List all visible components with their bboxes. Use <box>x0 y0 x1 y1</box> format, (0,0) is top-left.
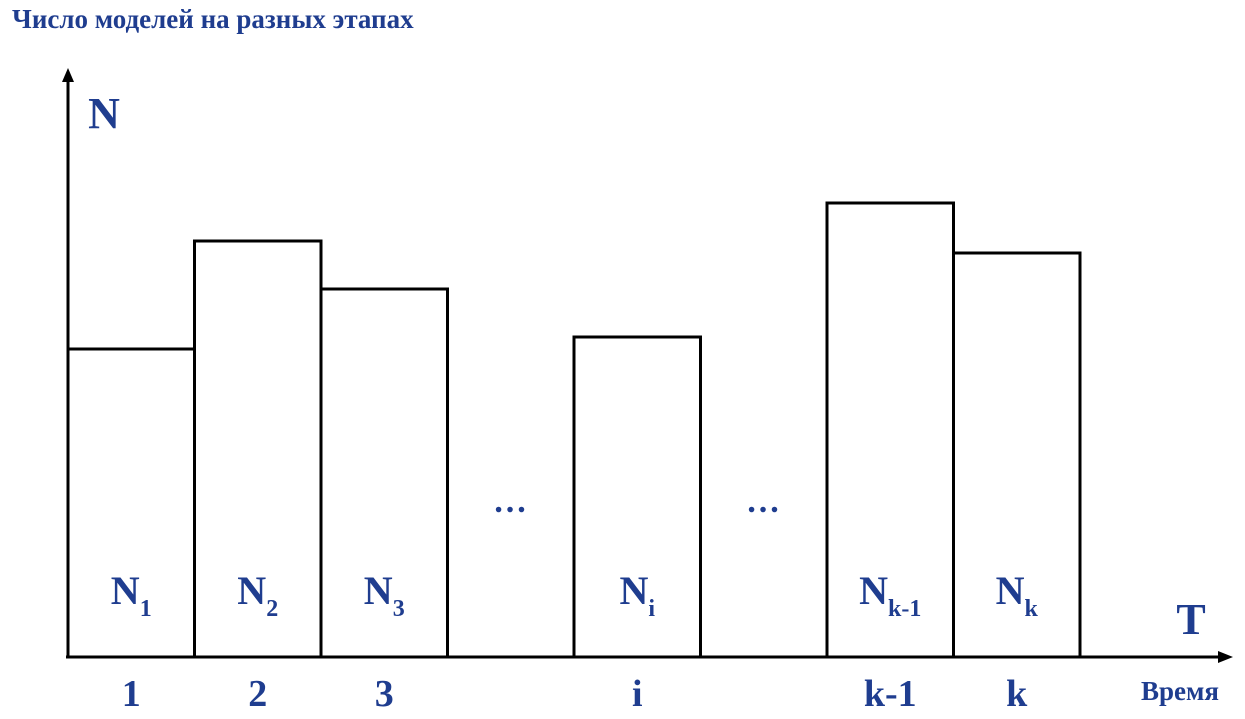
y-axis-arrowhead <box>62 68 74 82</box>
ellipsis-2: … <box>746 483 780 520</box>
bar-label-3: N3 <box>364 568 405 622</box>
bar-1 <box>66 347 196 659</box>
labels-layer: N1 1 N2 2 N3 3 Ni i Nk-1 k-1 Nk k <box>111 568 1039 715</box>
bar-label-2: N2 <box>237 568 278 622</box>
bar-k-1 <box>825 201 955 659</box>
bars-layer <box>66 201 1082 659</box>
diagram-title: Число моделей на разных этапах <box>12 4 414 34</box>
x-axis-label: T <box>1176 595 1205 644</box>
tick-label-2: 2 <box>248 673 267 715</box>
ellipsis-1: … <box>493 483 527 520</box>
tick-label-i: i <box>632 673 643 715</box>
x-axis-arrowhead <box>1218 651 1233 663</box>
bar-label-k-1: Nk-1 <box>859 568 921 622</box>
y-axis-label: N <box>88 89 120 138</box>
x-axis-caption: Время <box>1141 676 1219 706</box>
tick-label-k-1: k-1 <box>864 673 917 715</box>
tick-label-1: 1 <box>122 673 141 715</box>
tick-label-k: k <box>1006 673 1028 715</box>
bar-label-i: Ni <box>619 568 655 622</box>
bar-label-1: N1 <box>111 568 152 622</box>
bar-3 <box>319 287 449 659</box>
axes-layer <box>62 68 1233 663</box>
bar-2 <box>193 239 323 659</box>
tick-label-3: 3 <box>375 673 394 715</box>
bar-label-k: Nk <box>996 568 1039 622</box>
